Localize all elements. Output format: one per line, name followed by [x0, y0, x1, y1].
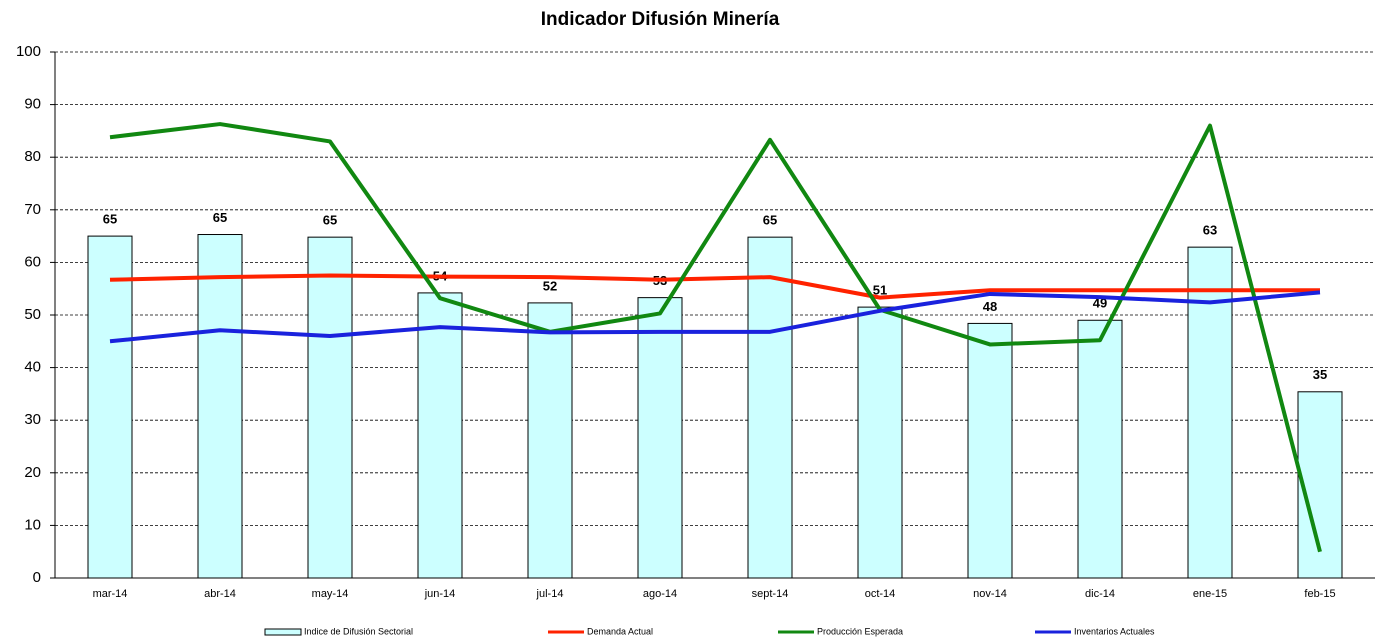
- bar: [527, 302, 573, 579]
- y-tick-label: 30: [24, 411, 41, 428]
- x-tick-label: ago-14: [643, 588, 677, 600]
- legend-label: Demanda Actual: [587, 626, 653, 636]
- data-label: 65: [323, 213, 337, 228]
- x-tick-label: dic-14: [1085, 588, 1115, 600]
- legend-swatch: [264, 628, 302, 636]
- x-tick-label: nov-14: [973, 588, 1007, 600]
- x-tick-label: jun-14: [424, 588, 456, 600]
- y-tick-label: 20: [24, 464, 41, 481]
- bar: [307, 236, 353, 579]
- x-tick-label: jul-14: [536, 588, 564, 600]
- x-tick-label: feb-15: [1304, 588, 1335, 600]
- x-tick-label: oct-14: [865, 588, 896, 600]
- x-tick-label: mar-14: [93, 588, 128, 600]
- x-tick-label: ene-15: [1193, 588, 1227, 600]
- data-label: 51: [873, 283, 887, 298]
- data-label: 65: [103, 212, 117, 227]
- data-label: 65: [763, 213, 777, 228]
- y-tick-label: 50: [24, 306, 41, 323]
- data-label: 48: [983, 299, 997, 314]
- y-tick-label: 100: [16, 43, 41, 60]
- y-tick-label: 90: [24, 96, 41, 113]
- data-label: 49: [1093, 296, 1107, 311]
- bar: [637, 297, 683, 579]
- data-label: 65: [213, 210, 227, 225]
- line: [109, 273, 1320, 300]
- x-tick-label: abr-14: [204, 588, 236, 600]
- bar: [197, 234, 243, 579]
- bar: [1077, 319, 1123, 579]
- data-label: 63: [1203, 223, 1217, 238]
- y-tick-label: 80: [24, 148, 41, 165]
- legend-label: Producción Esperada: [817, 626, 903, 636]
- bar: [417, 292, 463, 579]
- legend-label: Inventarios Actuales: [1074, 626, 1155, 636]
- y-tick-label: 0: [33, 569, 41, 586]
- x-tick-label: may-14: [312, 588, 349, 600]
- bar: [1187, 246, 1233, 579]
- x-tick-label: sept-14: [752, 588, 789, 600]
- line: [109, 122, 1322, 553]
- legend-label: Indice de Difusión Sectorial: [304, 626, 413, 636]
- chart-title: Indicador Difusión Minería: [541, 9, 780, 30]
- y-tick-label: 60: [24, 253, 41, 270]
- data-label: 35: [1313, 367, 1327, 382]
- y-tick-label: 70: [24, 201, 41, 218]
- data-label: 52: [543, 278, 557, 293]
- bar: [967, 322, 1013, 579]
- y-tick-label: 40: [24, 359, 41, 376]
- bar: [87, 235, 133, 579]
- line: [109, 290, 1321, 344]
- bar: [857, 306, 903, 579]
- bar: [747, 236, 793, 579]
- y-tick-label: 10: [24, 516, 41, 533]
